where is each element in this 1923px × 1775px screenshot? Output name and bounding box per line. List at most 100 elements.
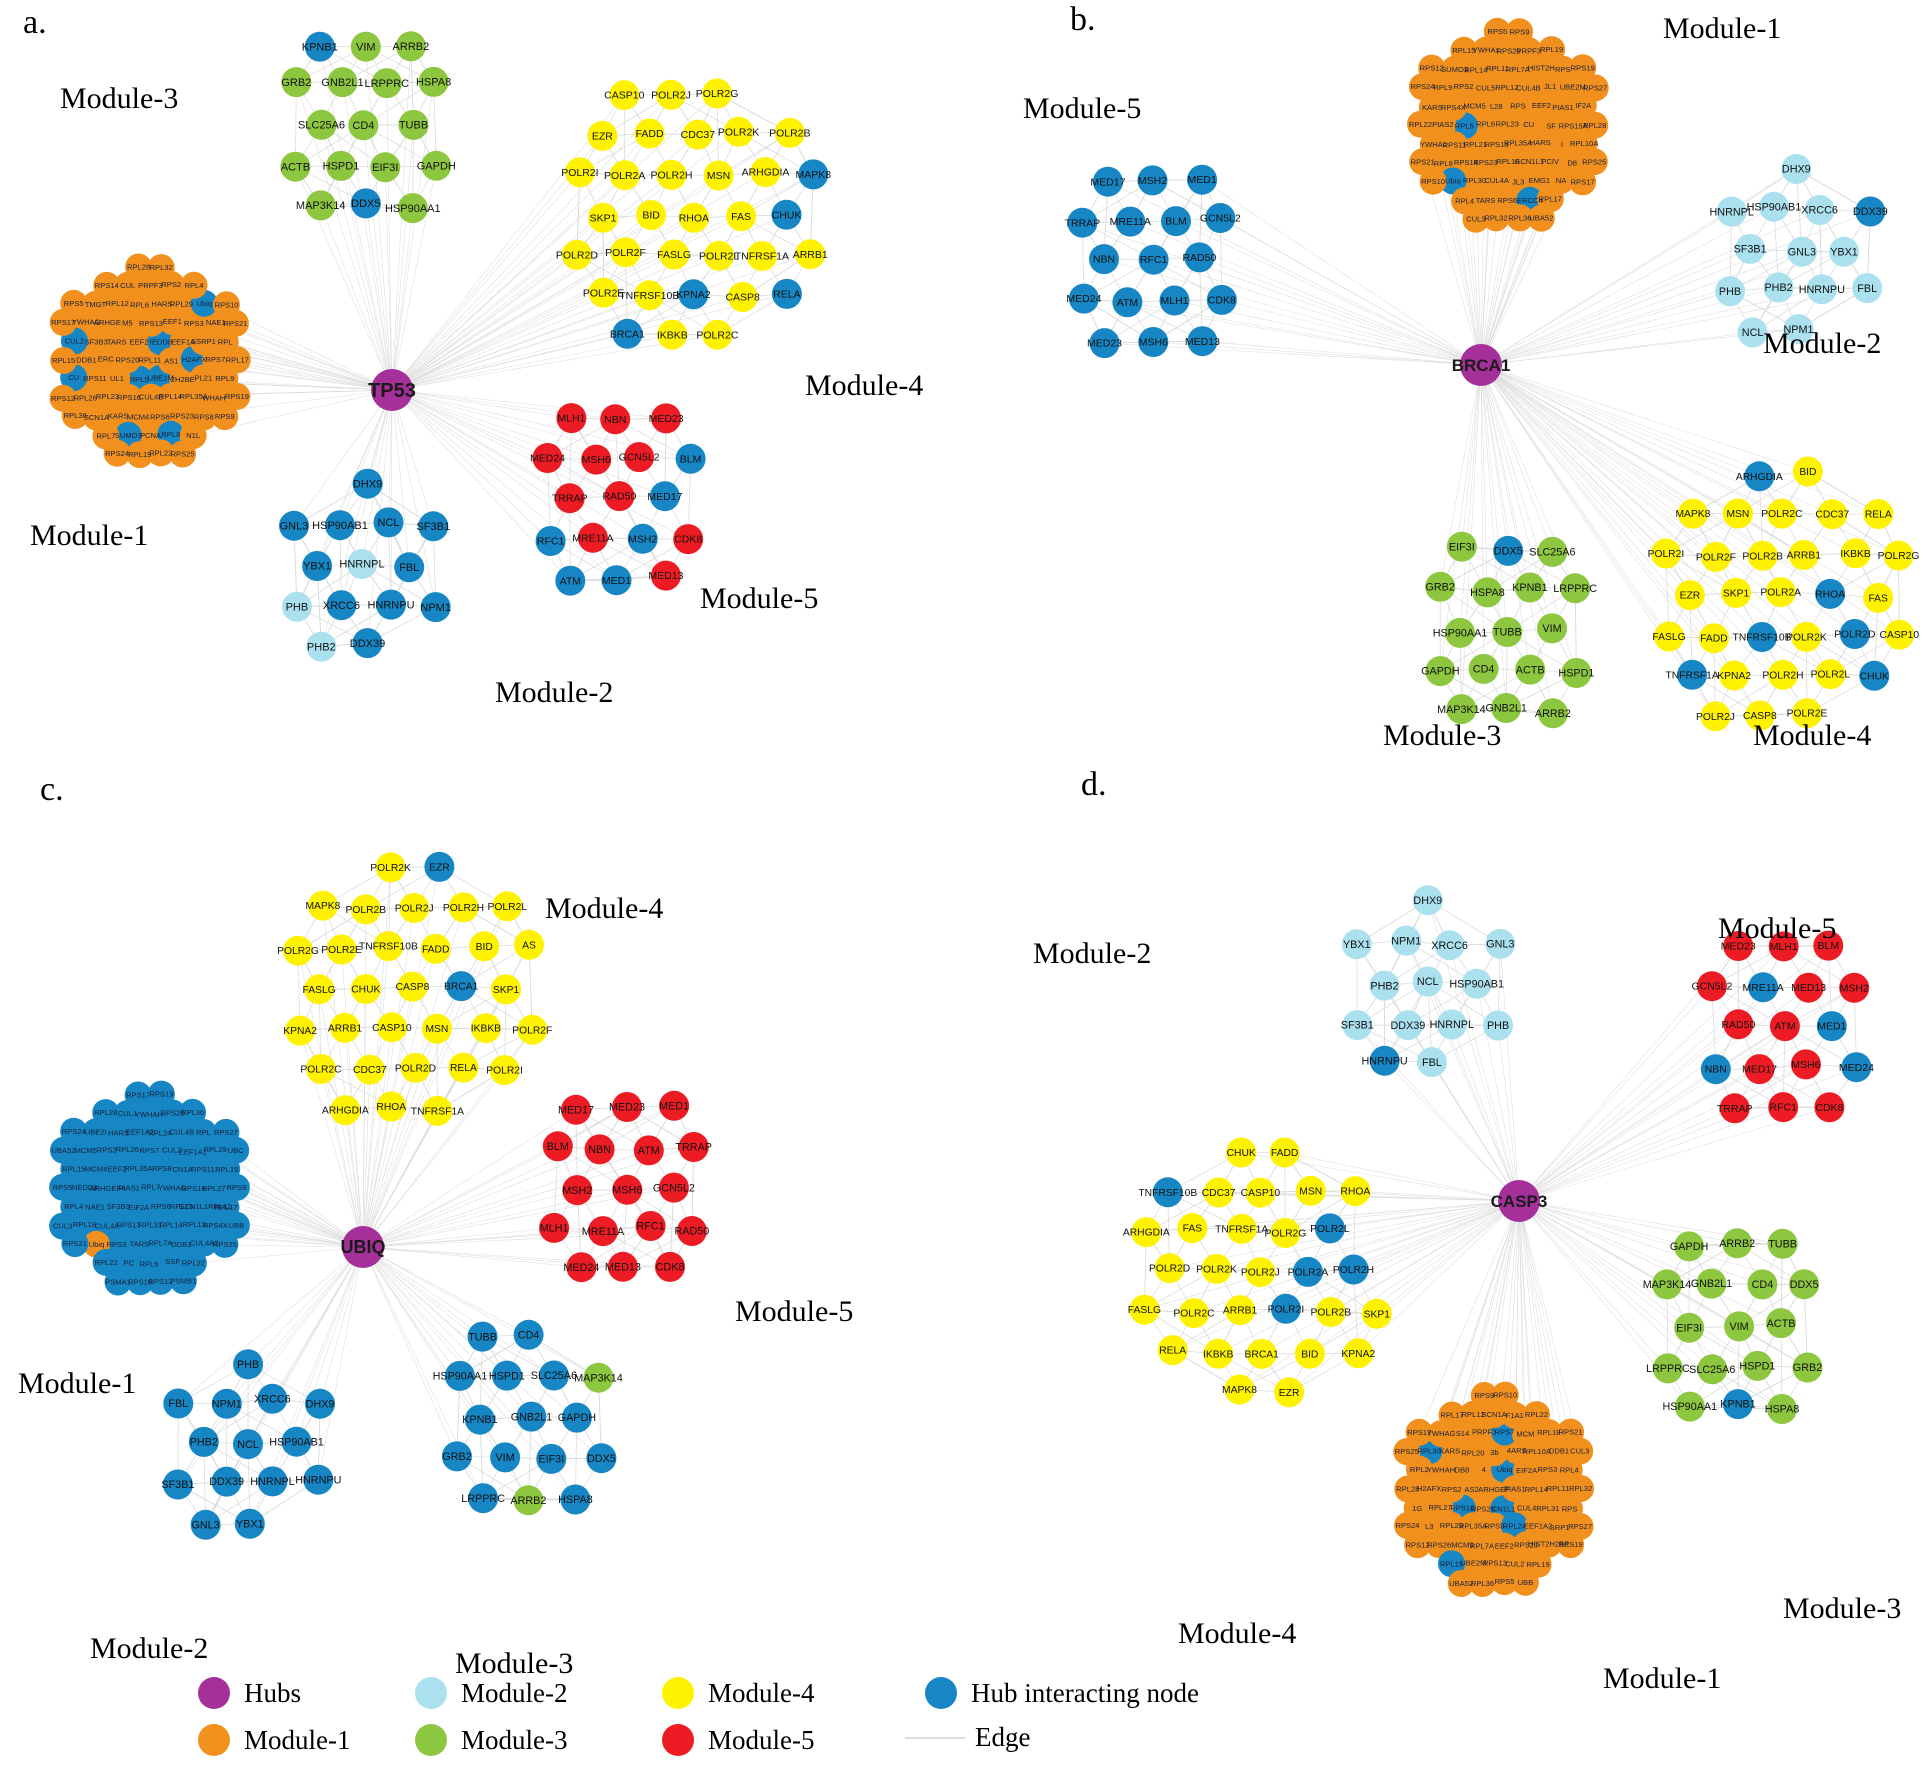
svg-text:POLR2J: POLR2J xyxy=(651,89,691,101)
svg-text:GRB2: GRB2 xyxy=(281,77,311,89)
svg-text:TRRAP: TRRAP xyxy=(1065,217,1101,229)
svg-text:RPS14: RPS14 xyxy=(1454,158,1478,167)
svg-text:PHB2: PHB2 xyxy=(190,1437,218,1449)
svg-text:DDX5: DDX5 xyxy=(587,1453,616,1465)
svg-text:POLR2G: POLR2G xyxy=(1265,1229,1307,1240)
svg-text:YWHAH: YWHAH xyxy=(135,1110,163,1119)
svg-text:CD4: CD4 xyxy=(1752,1279,1774,1291)
svg-text:NCL: NCL xyxy=(1417,976,1439,988)
svg-text:Module-2: Module-2 xyxy=(90,1632,208,1665)
svg-text:PCIV: PCIV xyxy=(1541,157,1560,166)
svg-text:YWHAc: YWHAc xyxy=(1420,140,1447,149)
svg-text:RPS25: RPS25 xyxy=(1395,1447,1419,1456)
svg-text:RPS7: RPS7 xyxy=(205,355,225,364)
svg-text:HSPD1: HSPD1 xyxy=(323,161,360,173)
svg-text:TRRAP: TRRAP xyxy=(552,493,588,505)
svg-text:TP53: TP53 xyxy=(368,380,416,402)
svg-text:RPL6: RPL6 xyxy=(140,1260,159,1269)
svg-text:NEDD8: NEDD8 xyxy=(72,1183,98,1192)
svg-text:Module-4: Module-4 xyxy=(1178,1617,1296,1650)
svg-text:RPL35A: RPL35A xyxy=(1459,1521,1488,1530)
svg-text:HIST2H: HIST2H xyxy=(1528,64,1555,73)
svg-text:FBL: FBL xyxy=(1857,283,1877,295)
svg-text:POLR2C: POLR2C xyxy=(1173,1309,1215,1320)
svg-text:MAPK8: MAPK8 xyxy=(1675,509,1710,520)
svg-text:RPL8: RPL8 xyxy=(1434,159,1453,168)
svg-text:NCL: NCL xyxy=(377,517,399,529)
svg-text:MED17: MED17 xyxy=(558,1105,594,1117)
svg-text:HSPD1: HSPD1 xyxy=(1558,668,1594,680)
svg-text:RPL15: RPL15 xyxy=(62,1165,85,1174)
svg-text:POLR2B: POLR2B xyxy=(769,128,810,140)
svg-text:TARS: TARS xyxy=(107,338,127,347)
svg-text:UBA52: UBA52 xyxy=(1529,214,1553,223)
svg-text:FADD: FADD xyxy=(636,128,664,140)
svg-text:RPL22: RPL22 xyxy=(1409,120,1432,129)
svg-text:BID: BID xyxy=(476,942,493,953)
svg-text:SF3B3: SF3B3 xyxy=(85,338,108,347)
svg-text:MED17: MED17 xyxy=(647,491,682,503)
svg-text:RPS17: RPS17 xyxy=(126,1091,150,1100)
svg-text:KARS: KARS xyxy=(108,411,129,420)
svg-text:CHUK: CHUK xyxy=(1860,671,1889,682)
svg-text:RPS5: RPS5 xyxy=(1487,27,1507,36)
svg-text:POLR2L: POLR2L xyxy=(1310,1224,1350,1235)
svg-text:RPL9: RPL9 xyxy=(1433,83,1452,92)
svg-text:RPL26: RPL26 xyxy=(74,393,97,402)
svg-text:POLR2C: POLR2C xyxy=(1761,509,1803,520)
svg-text:MSN: MSN xyxy=(707,170,730,182)
svg-text:CD4: CD4 xyxy=(518,1329,540,1341)
svg-text:RPL32: RPL32 xyxy=(1569,1484,1592,1493)
svg-text:CDC37: CDC37 xyxy=(1815,510,1849,521)
svg-text:EIF3I: EIF3I xyxy=(538,1454,564,1466)
svg-text:POLR2D: POLR2D xyxy=(556,250,598,262)
svg-text:Module-3: Module-3 xyxy=(60,82,178,115)
svg-text:EEF2: EEF2 xyxy=(130,337,149,346)
svg-text:MAPK8: MAPK8 xyxy=(1222,1385,1257,1396)
svg-text:Hub interacting node: Hub interacting node xyxy=(971,1678,1199,1708)
svg-text:POLR2J: POLR2J xyxy=(1241,1268,1280,1279)
svg-text:UBE2M: UBE2M xyxy=(1460,1559,1486,1568)
svg-text:RFC1: RFC1 xyxy=(1140,254,1168,266)
svg-text:HSP90AA1: HSP90AA1 xyxy=(385,203,441,215)
svg-text:RPS25: RPS25 xyxy=(171,450,195,459)
svg-text:GNL3: GNL3 xyxy=(280,521,309,533)
svg-text:MSN: MSN xyxy=(425,1024,448,1035)
svg-text:MED13: MED13 xyxy=(1185,336,1220,348)
svg-text:UBE2I: UBE2I xyxy=(85,1127,107,1136)
svg-text:RPL2: RPL2 xyxy=(1410,1465,1429,1474)
svg-text:RPS24: RPS24 xyxy=(62,1127,86,1136)
svg-text:TNFRSF1A: TNFRSF1A xyxy=(1665,670,1718,681)
svg-text:POLR2H: POLR2H xyxy=(650,169,692,181)
svg-text:CASP10: CASP10 xyxy=(1241,1188,1281,1199)
svg-text:RPL4: RPL4 xyxy=(1560,1465,1579,1474)
svg-text:RPL14: RPL14 xyxy=(160,1220,183,1229)
svg-text:YBX1: YBX1 xyxy=(1343,939,1371,951)
svg-text:RPS16: RPS16 xyxy=(117,393,141,402)
svg-text:XRCC6: XRCC6 xyxy=(1431,940,1468,952)
svg-text:RPS2: RPS2 xyxy=(97,1145,117,1154)
svg-text:CDC37: CDC37 xyxy=(1202,1188,1236,1199)
svg-text:RPS7: RPS7 xyxy=(139,1146,159,1155)
svg-text:RPL19: RPL19 xyxy=(128,450,151,459)
svg-text:POLR2G: POLR2G xyxy=(696,88,739,100)
svg-text:CUL: CUL xyxy=(120,281,135,290)
svg-text:RPL22: RPL22 xyxy=(94,1258,117,1267)
svg-text:RPL14: RPL14 xyxy=(159,392,182,401)
svg-text:POLR2C: POLR2C xyxy=(696,329,738,341)
svg-text:Module-5: Module-5 xyxy=(1023,92,1141,125)
svg-text:SKP1: SKP1 xyxy=(493,985,520,996)
svg-text:RPL18: RPL18 xyxy=(1537,1428,1560,1437)
svg-text:RPS8: RPS8 xyxy=(152,1164,172,1173)
svg-text:RAD50: RAD50 xyxy=(1721,1019,1755,1031)
svg-text:PHB: PHB xyxy=(1487,1020,1509,1032)
svg-text:PIAS2: PIAS2 xyxy=(1432,120,1454,129)
svg-text:RPL23: RPL23 xyxy=(96,392,119,401)
svg-text:NBN: NBN xyxy=(588,1144,611,1156)
svg-text:ACTB: ACTB xyxy=(1767,1318,1796,1330)
svg-text:PHB2: PHB2 xyxy=(307,641,336,653)
svg-text:CASP10: CASP10 xyxy=(1880,630,1920,641)
svg-text:DDX5: DDX5 xyxy=(1494,546,1523,558)
svg-text:RPL22: RPL22 xyxy=(1525,1410,1548,1419)
svg-text:RPL17: RPL17 xyxy=(1539,194,1562,203)
